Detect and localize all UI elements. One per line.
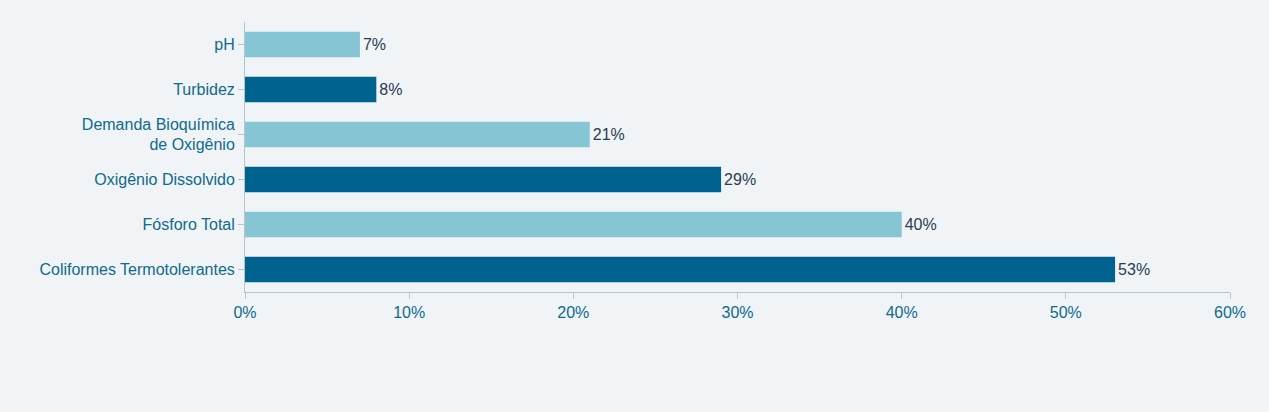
svg-text:30%: 30%	[721, 304, 753, 321]
svg-text:40%: 40%	[905, 216, 937, 233]
svg-text:0%: 0%	[233, 304, 256, 321]
svg-text:Fósforo Total: Fósforo Total	[143, 216, 235, 233]
svg-text:10%: 10%	[393, 304, 425, 321]
svg-text:7%: 7%	[363, 36, 386, 53]
svg-text:Turbidez: Turbidez	[173, 81, 235, 98]
svg-text:Coliformes Termotolerantes: Coliformes Termotolerantes	[39, 261, 234, 278]
svg-text:60%: 60%	[1214, 304, 1246, 321]
svg-text:Oxigênio Dissolvido: Oxigênio Dissolvido	[94, 171, 235, 188]
svg-text:8%: 8%	[379, 81, 402, 98]
svg-text:20%: 20%	[557, 304, 589, 321]
svg-text:21%: 21%	[593, 126, 625, 143]
svg-text:40%: 40%	[886, 304, 918, 321]
svg-text:pH: pH	[214, 36, 234, 53]
svg-text:Demanda Bioquímicade Oxigênio: Demanda Bioquímicade Oxigênio	[82, 116, 235, 154]
svg-text:29%: 29%	[724, 171, 756, 188]
svg-text:50%: 50%	[1050, 304, 1082, 321]
svg-text:53%: 53%	[1118, 261, 1150, 278]
